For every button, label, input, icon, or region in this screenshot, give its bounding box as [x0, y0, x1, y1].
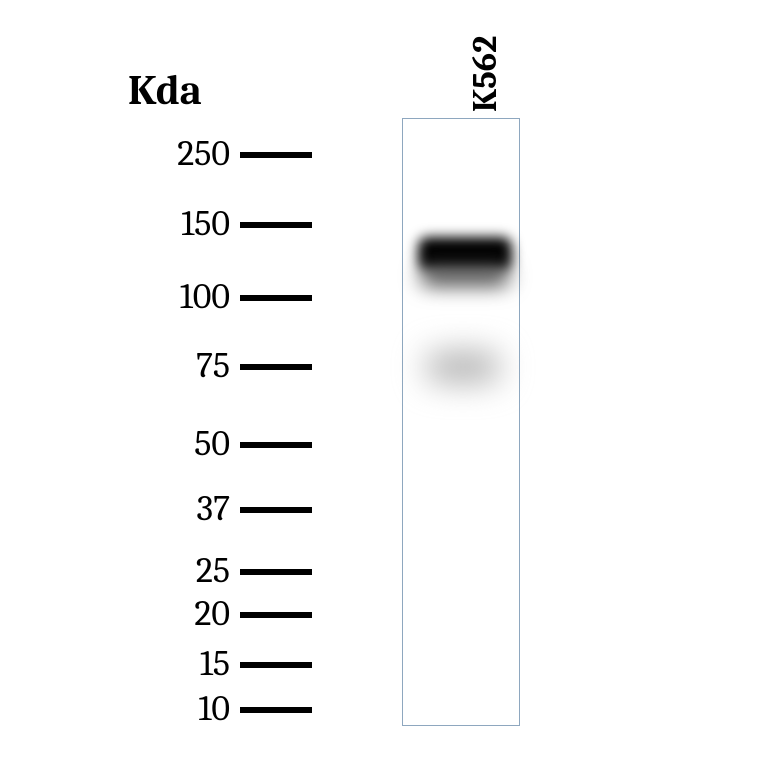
mw-label-75: 75 — [120, 345, 230, 386]
mw-tick-50 — [240, 442, 312, 448]
mw-label-100: 100 — [120, 276, 230, 317]
mw-tick-20 — [240, 612, 312, 618]
mw-tick-250 — [240, 152, 312, 158]
mw-label-50: 50 — [120, 423, 230, 464]
mw-tick-100 — [240, 295, 312, 301]
mw-label-15: 15 — [120, 643, 230, 684]
mw-tick-75 — [240, 364, 312, 370]
mw-label-37: 37 — [120, 488, 230, 529]
mw-label-150: 150 — [120, 203, 230, 244]
mw-tick-37 — [240, 507, 312, 513]
band-k562-1 — [420, 266, 510, 286]
mw-tick-15 — [240, 662, 312, 668]
mw-label-10: 10 — [120, 688, 230, 729]
lane-label-k562: K562 — [465, 36, 505, 112]
mw-tick-10 — [240, 707, 312, 713]
mw-label-25: 25 — [120, 550, 230, 591]
band-k562-2 — [426, 352, 500, 382]
mw-label-20: 20 — [120, 593, 230, 634]
mw-tick-25 — [240, 569, 312, 575]
kda-title: Kda — [128, 66, 202, 115]
blot-canvas: Kda 250 150 100 75 50 37 2520 1510 K562 — [0, 0, 764, 764]
lane-frame-k562 — [402, 118, 520, 726]
mw-tick-150 — [240, 222, 312, 228]
mw-label-250: 250 — [120, 133, 230, 174]
